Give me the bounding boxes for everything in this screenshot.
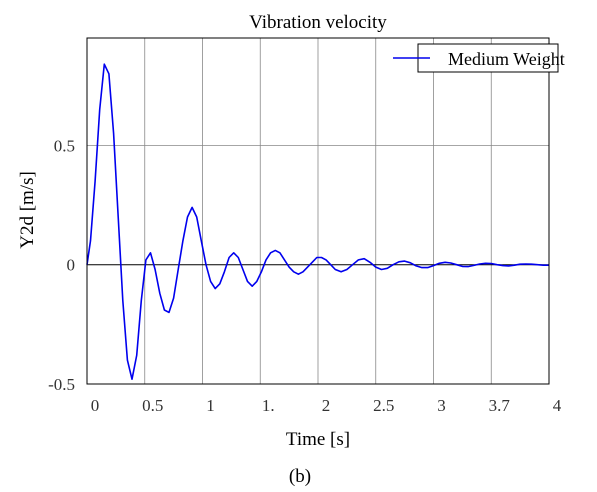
grid-lines — [87, 38, 549, 384]
legend-box — [417, 43, 559, 73]
x-axis-label: Time [s] — [286, 429, 350, 450]
x-tick-label: 0 — [91, 396, 100, 415]
y-tick-label: 0.5 — [54, 136, 75, 155]
x-tick-label: 0.5 — [142, 396, 163, 415]
x-tick-label: 3.7 — [489, 396, 511, 415]
x-tick-label: 2 — [322, 396, 331, 415]
x-tick-label: 1. — [262, 396, 275, 415]
series-line-medium-weight — [86, 63, 549, 381]
figure-caption: (b) — [289, 466, 311, 487]
y-axis-label: Y2d [m/s] — [17, 171, 38, 249]
y-tick-label: 0 — [67, 256, 76, 275]
x-tick-label: 4 — [553, 396, 562, 415]
x-tick-labels: 0 0.5 1 1. 2 2.5 3 3.7 4 — [91, 396, 562, 415]
legend-label-medium-weight: Medium Weight — [448, 49, 565, 69]
y-tick-label: -0.5 — [48, 375, 75, 394]
x-tick-label: 2.5 — [373, 396, 394, 415]
y-tick-labels: 0.5 0 -0.5 — [48, 136, 75, 394]
x-tick-label: 1 — [206, 396, 215, 415]
legend: Medium Weight — [393, 43, 565, 73]
chart-title: Vibration velocity — [249, 12, 387, 33]
plot-area-frame — [86, 37, 550, 385]
x-tick-label: 3 — [437, 396, 446, 415]
